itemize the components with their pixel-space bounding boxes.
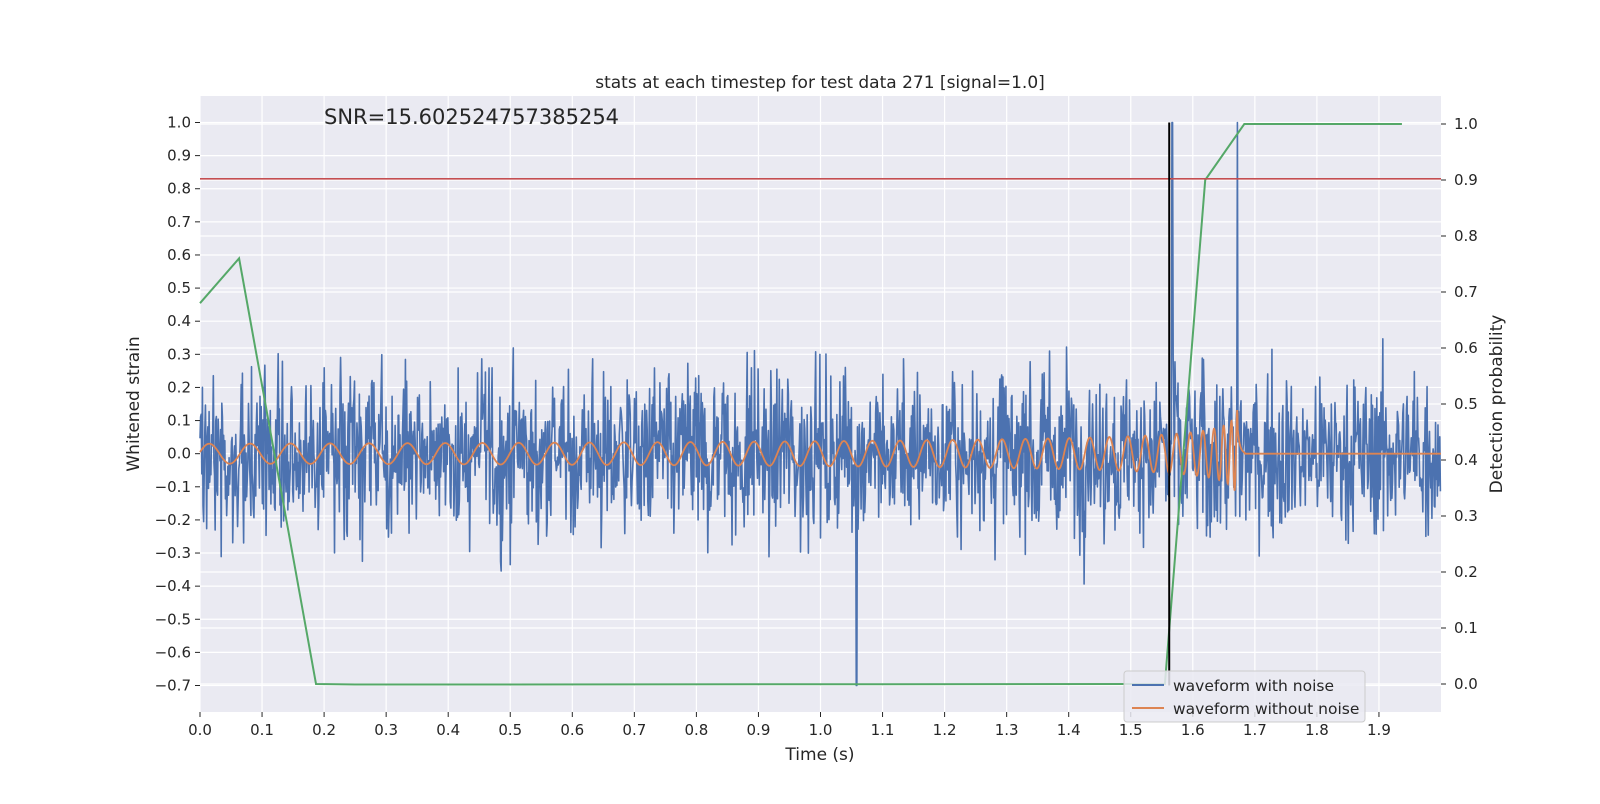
y-tick-label: −0.2 [155, 511, 191, 529]
y-tick-label: 0.1 [167, 412, 191, 430]
y2-tick-label: 0.6 [1454, 339, 1478, 357]
y-tick-label: 0.8 [167, 180, 191, 198]
x-tick-label: 1.5 [1119, 721, 1143, 739]
y-tick-label: 0.2 [167, 378, 191, 396]
y2-tick-label: 0.8 [1454, 227, 1478, 245]
x-axis-label: Time (s) [784, 745, 854, 765]
data-layer [199, 121, 1442, 687]
x-tick-label: 0.3 [374, 721, 398, 739]
y-tick-label: −0.5 [155, 610, 191, 628]
y-tick-label: 0.9 [167, 147, 191, 165]
y-tick-label: 0.7 [167, 213, 191, 231]
y-tick-label: 0.6 [167, 246, 191, 264]
series-detection-probability [199, 123, 1402, 686]
x-tick-label: 0.8 [684, 721, 708, 739]
y2-axis-label: Detection probability [1487, 315, 1507, 494]
y-tick-label: −0.3 [155, 544, 191, 562]
y-tick-label: 1.0 [167, 113, 191, 131]
y2-tick-label: 1.0 [1454, 115, 1478, 133]
y2-tick-label: 0.2 [1454, 563, 1478, 581]
y2-tick-label: 0.9 [1454, 171, 1478, 189]
x-tick-label: 1.4 [1057, 721, 1081, 739]
x-tick-label: 1.7 [1243, 721, 1267, 739]
legend-box [1123, 670, 1366, 723]
x-tick-label: 0.2 [312, 721, 336, 739]
y2-tick-label: 0.0 [1454, 675, 1478, 693]
y-tick-label: −0.1 [155, 478, 191, 496]
y2-tick-label: 0.7 [1454, 283, 1478, 301]
legend: waveform with noise waveform without noi… [1123, 670, 1366, 723]
y-axis-label: Whitened strain [124, 336, 144, 471]
x-tick-label: 0.0 [188, 721, 212, 739]
x-tick-label: 0.7 [622, 721, 646, 739]
y-tick-label: 0.5 [167, 279, 191, 297]
series-waveform-without-noise [199, 409, 1441, 491]
y2-tick-label: 0.5 [1454, 395, 1478, 413]
x-tick-label: 1.9 [1367, 721, 1391, 739]
y2-tick-label: 0.3 [1454, 507, 1478, 525]
y-tick-label: −0.4 [155, 577, 191, 595]
chart-title: stats at each timestep for test data 271… [595, 73, 1045, 93]
legend-label-clean: waveform without noise [1173, 700, 1359, 718]
y-tick-label: 0.0 [167, 445, 191, 463]
x-tick-label: 0.1 [250, 721, 274, 739]
y-tick-label: 0.4 [167, 312, 191, 330]
x-tick-label: 0.4 [436, 721, 460, 739]
legend-label-noisy: waveform with noise [1173, 677, 1334, 695]
y-tick-label: −0.6 [155, 643, 191, 661]
x-tick-label: 1.8 [1305, 721, 1329, 739]
x-tick-label: 1.0 [809, 721, 833, 739]
x-tick-label: 0.9 [747, 721, 771, 739]
x-tick-label: 1.3 [995, 721, 1019, 739]
x-tick-label: 0.5 [498, 721, 522, 739]
x-tick-label: 1.2 [933, 721, 957, 739]
x-tick-label: 0.6 [560, 721, 584, 739]
x-tick-label: 1.6 [1181, 721, 1205, 739]
snr-annotation: SNR=15.602524757385254 [324, 105, 619, 129]
x-tick-label: 1.1 [871, 721, 895, 739]
y2-tick-label: 0.4 [1454, 451, 1478, 469]
y2-tick-label: 0.1 [1454, 619, 1478, 637]
y-tick-label: 0.3 [167, 345, 191, 363]
y-tick-label: −0.7 [155, 677, 191, 695]
tick-layer: 0.0 0.1 0.2 0.3 0.4 0.5 0.6 0.7 0.8 0.9 1.0 1.1 1.2 1… [155, 113, 1478, 739]
